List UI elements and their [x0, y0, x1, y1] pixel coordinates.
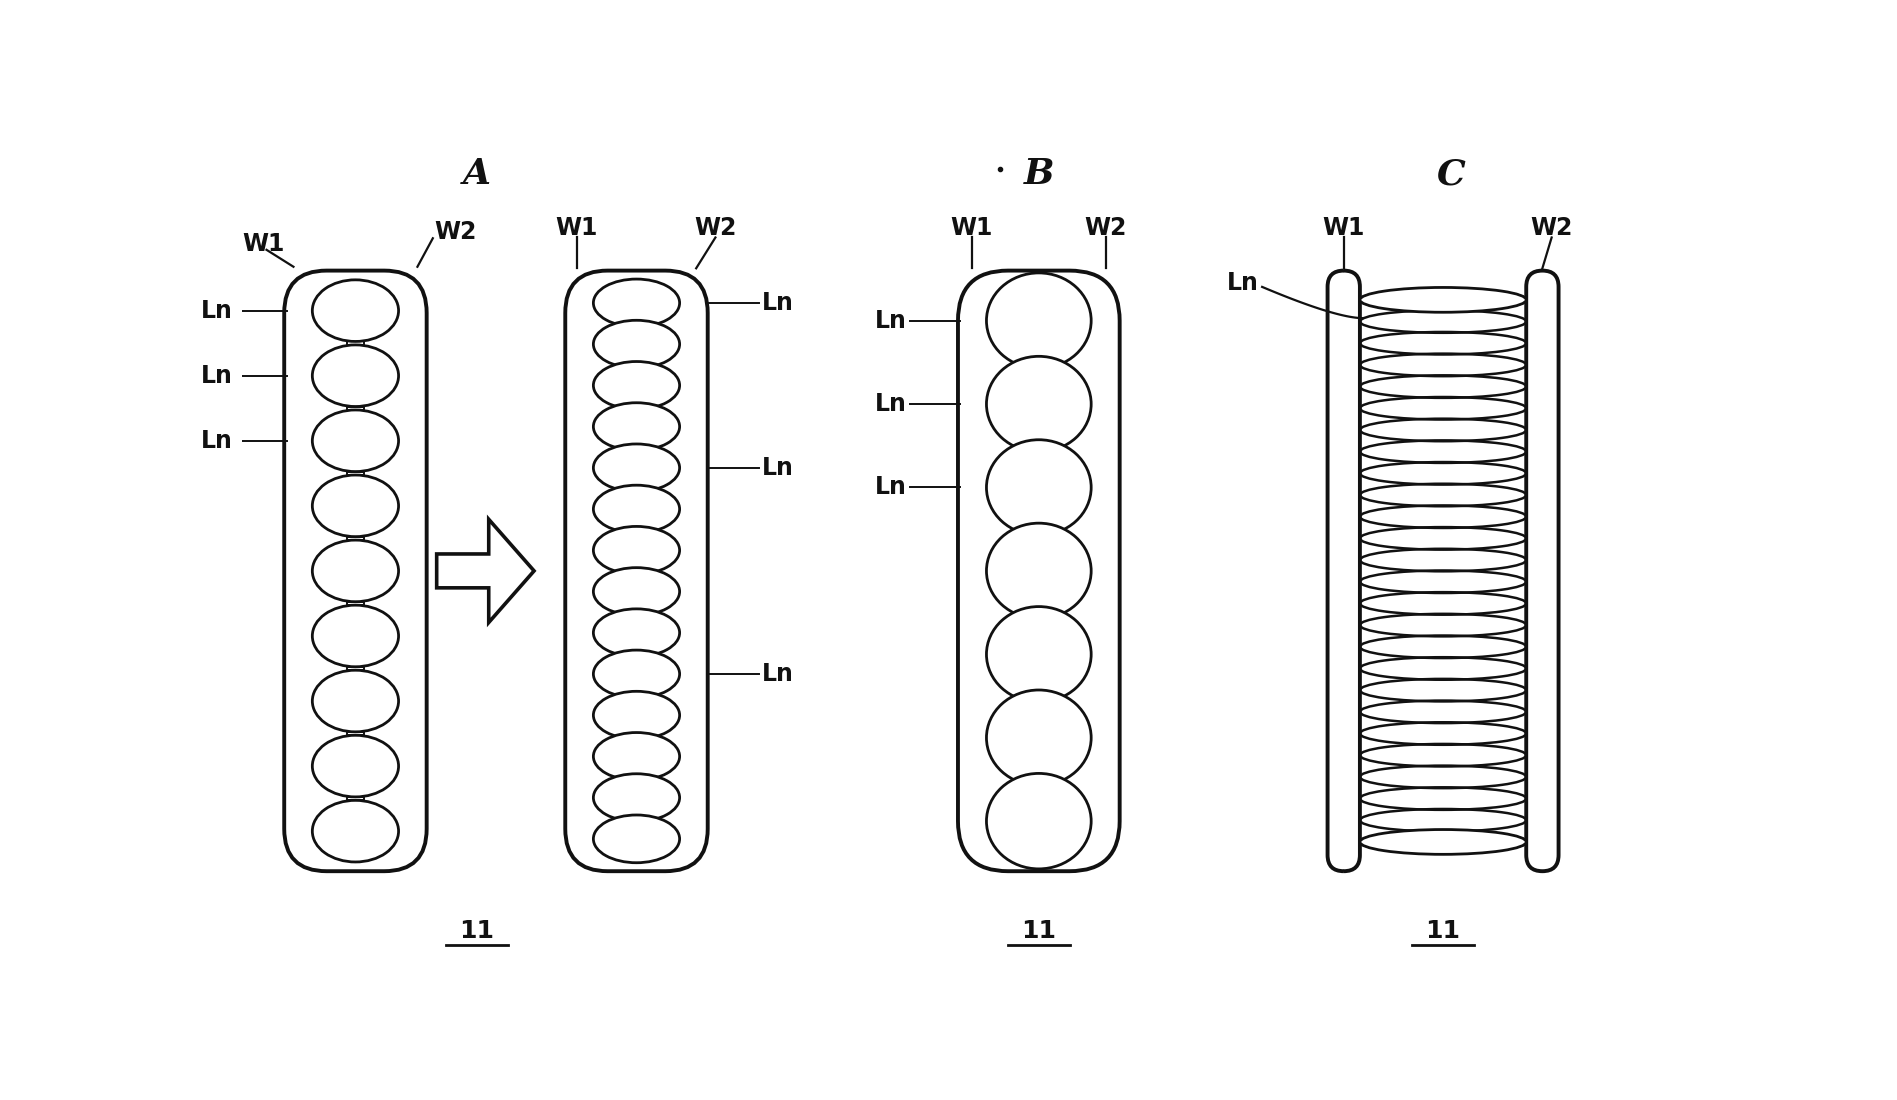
- Ellipse shape: [594, 527, 679, 574]
- FancyBboxPatch shape: [1527, 271, 1559, 871]
- Text: Ln: Ln: [875, 475, 907, 499]
- Ellipse shape: [594, 609, 679, 657]
- Text: Ln: Ln: [875, 392, 907, 416]
- Ellipse shape: [313, 670, 398, 732]
- Ellipse shape: [594, 733, 679, 780]
- Ellipse shape: [986, 273, 1091, 368]
- FancyBboxPatch shape: [958, 271, 1119, 871]
- Text: Ln: Ln: [201, 429, 233, 453]
- Ellipse shape: [594, 279, 679, 327]
- Bar: [347, 667, 364, 670]
- Ellipse shape: [594, 403, 679, 451]
- Ellipse shape: [594, 568, 679, 615]
- Text: Ln: Ln: [201, 364, 233, 387]
- Ellipse shape: [986, 606, 1091, 702]
- Text: B: B: [1024, 157, 1055, 191]
- Ellipse shape: [313, 279, 398, 341]
- Text: W2: W2: [1531, 217, 1573, 240]
- Ellipse shape: [313, 801, 398, 862]
- Ellipse shape: [313, 410, 398, 472]
- Polygon shape: [436, 519, 535, 623]
- FancyBboxPatch shape: [565, 271, 708, 871]
- Text: Ln: Ln: [201, 298, 233, 322]
- Text: W2: W2: [434, 220, 476, 244]
- Ellipse shape: [594, 320, 679, 368]
- Bar: [347, 341, 364, 345]
- Bar: [347, 602, 364, 605]
- Text: 11: 11: [1425, 920, 1461, 944]
- Text: W2: W2: [694, 217, 736, 240]
- Text: A: A: [463, 157, 491, 191]
- FancyBboxPatch shape: [285, 271, 427, 871]
- Text: W1: W1: [243, 232, 285, 255]
- Ellipse shape: [1360, 287, 1527, 312]
- Text: W1: W1: [1322, 217, 1366, 240]
- Ellipse shape: [594, 362, 679, 409]
- Ellipse shape: [594, 650, 679, 697]
- Ellipse shape: [594, 773, 679, 822]
- Ellipse shape: [986, 690, 1091, 785]
- FancyBboxPatch shape: [1328, 271, 1360, 871]
- Bar: [347, 732, 364, 735]
- Ellipse shape: [313, 605, 398, 667]
- Text: Ln: Ln: [761, 455, 793, 480]
- Ellipse shape: [986, 356, 1091, 452]
- Ellipse shape: [313, 345, 398, 407]
- Ellipse shape: [594, 485, 679, 532]
- Text: W2: W2: [1085, 217, 1127, 240]
- Text: Ln: Ln: [761, 290, 793, 315]
- Ellipse shape: [594, 815, 679, 862]
- Ellipse shape: [313, 735, 398, 796]
- Ellipse shape: [594, 444, 679, 492]
- Ellipse shape: [986, 440, 1091, 536]
- Bar: [347, 472, 364, 475]
- Ellipse shape: [594, 691, 679, 739]
- Text: Ln: Ln: [875, 309, 907, 332]
- Bar: [347, 796, 364, 801]
- Ellipse shape: [986, 524, 1091, 618]
- Text: W1: W1: [950, 217, 992, 240]
- Ellipse shape: [1360, 829, 1527, 855]
- Text: 11: 11: [459, 920, 495, 944]
- Ellipse shape: [313, 540, 398, 602]
- Text: 11: 11: [1021, 920, 1057, 944]
- Text: W1: W1: [556, 217, 598, 240]
- Ellipse shape: [313, 475, 398, 537]
- Text: Ln: Ln: [1225, 271, 1258, 295]
- Text: Ln: Ln: [761, 662, 793, 686]
- Bar: [347, 537, 364, 540]
- Ellipse shape: [986, 773, 1091, 869]
- Text: C: C: [1436, 157, 1464, 191]
- Bar: [347, 407, 364, 410]
